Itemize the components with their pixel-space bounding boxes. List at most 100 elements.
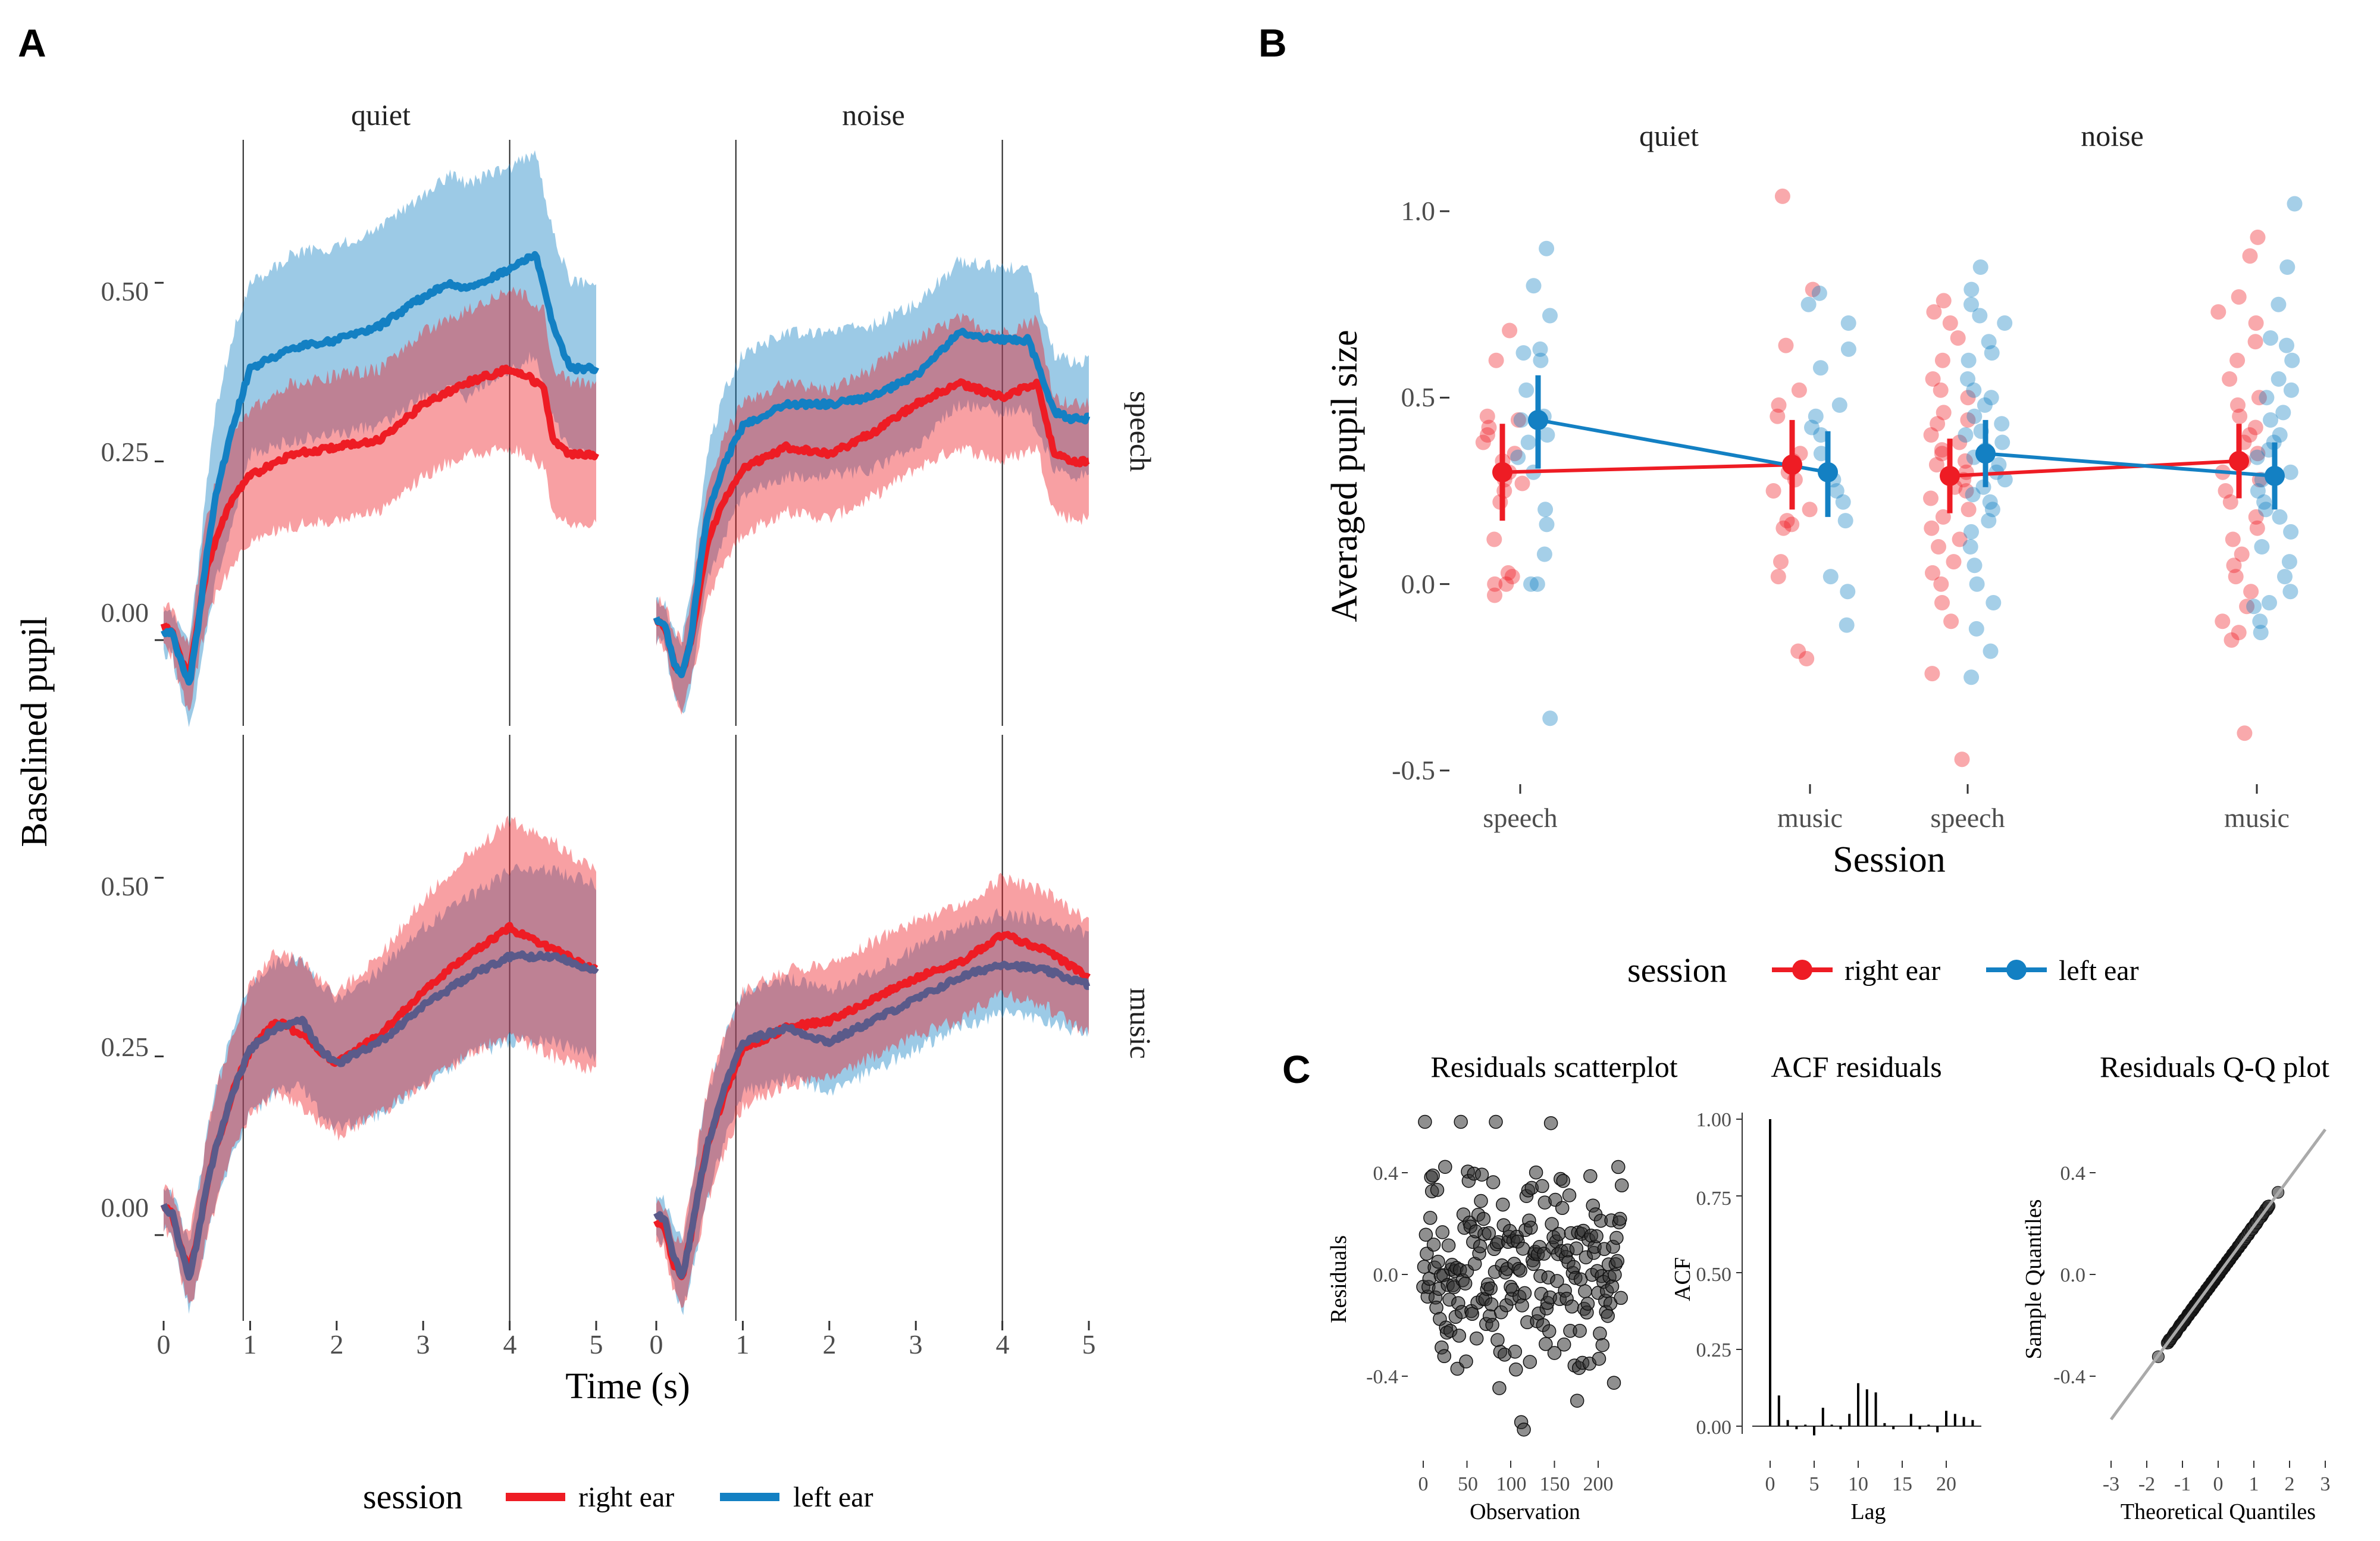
b-point-left-ear <box>2283 524 2299 540</box>
c1-residual-point <box>1583 1169 1598 1183</box>
b-point-right-ear <box>2248 315 2264 331</box>
b-point-left-ear <box>1831 397 1847 413</box>
b-point-right-ear <box>1770 569 1786 585</box>
b-point-left-ear <box>1513 412 1529 428</box>
b-point-right-ear <box>1487 576 1503 592</box>
b-point-left-ear <box>1964 296 1979 312</box>
c1-residual-point <box>1431 1254 1445 1269</box>
b-point-right-ear <box>2232 408 2248 424</box>
b-point-left-ear <box>1960 371 1975 387</box>
b-point-left-ear <box>2253 625 2269 641</box>
a-left-xtick-label: 4 <box>503 1329 517 1360</box>
b-point-right-ear <box>1790 643 1806 659</box>
c1-residual-point <box>1418 1114 1432 1129</box>
b-mean-point-right-ear <box>1782 455 1802 475</box>
c1-residual-point <box>1441 1238 1456 1252</box>
c1-residual-point <box>1573 1323 1587 1338</box>
b-point-left-ear <box>2279 337 2294 353</box>
b-point-left-ear <box>1994 434 2011 450</box>
c1-residual-point <box>1580 1296 1595 1311</box>
c1-residual-point <box>1556 1174 1570 1188</box>
c1-residual-point <box>1469 1331 1484 1346</box>
b-mean-point-left-ear <box>2265 465 2285 486</box>
b-point-right-ear <box>1942 315 1958 331</box>
c1-residual-point <box>1557 1338 1571 1352</box>
b-point-left-ear <box>1997 315 2013 331</box>
c1-residual-point <box>1609 1230 1624 1245</box>
b-ytick-label: 0.5 <box>1401 382 1436 412</box>
b-point-right-ear <box>2231 625 2247 641</box>
c1-residual-point <box>1605 1279 1620 1293</box>
b-point-left-ear <box>2271 296 2287 312</box>
b-legend-key-left-ear-dot <box>2006 960 2027 980</box>
b-point-right-ear <box>2228 569 2244 585</box>
c1-residual-point <box>1452 1329 1467 1343</box>
b-point-left-ear <box>2258 502 2274 518</box>
c2-ytick-label: 0.25 <box>1696 1339 1732 1361</box>
b-point-left-ear <box>1529 576 1545 592</box>
c1-residual-point <box>1517 1422 1531 1437</box>
b-point-right-ear <box>1770 408 1786 424</box>
b-point-left-ear <box>1994 416 2010 432</box>
c1-residual-point <box>1589 1229 1604 1244</box>
b-point-left-ear <box>1972 308 1988 324</box>
c2-ytick-label: 0.50 <box>1696 1264 1732 1286</box>
c1-residual-point <box>1485 1318 1499 1332</box>
c1-residual-point <box>1550 1274 1564 1288</box>
b-point-right-ear <box>1500 565 1516 581</box>
b-point-right-ear <box>1507 446 1523 462</box>
c2-xtick-label: 0 <box>1765 1473 1775 1495</box>
c1-residual-point <box>1539 1337 1553 1351</box>
b-point-right-ear <box>1958 453 1973 469</box>
b-point-right-ear <box>1774 188 1790 204</box>
c1-xtick-label: 50 <box>1458 1473 1478 1495</box>
b-point-right-ear <box>2247 334 2263 350</box>
b-point-left-ear <box>1997 472 2013 488</box>
b-point-right-ear <box>1936 405 1952 421</box>
b-group-noise-speech <box>1923 259 2013 768</box>
c2-y-axis-title: ACF <box>1670 1257 1695 1301</box>
b-point-left-ear <box>2275 405 2291 421</box>
c3-x-axis-title: Theoretical Quantiles <box>2121 1499 2316 1524</box>
b-point-left-ear <box>2277 569 2293 585</box>
b-point-left-ear <box>2250 483 2266 499</box>
b-point-left-ear <box>1518 382 1535 398</box>
b-mean-point-right-ear <box>1940 465 1960 486</box>
a-facet-noise-speech <box>653 140 1091 726</box>
b-point-right-ear <box>1773 554 1789 570</box>
c1-residual-point <box>1482 1226 1496 1241</box>
c1-residual-point <box>1570 1393 1584 1408</box>
a-left-xtick-label: 3 <box>416 1329 430 1360</box>
c1-residual-point <box>1610 1254 1625 1268</box>
b-group-noise-music <box>2210 196 2303 741</box>
b-mean-line-left-ear <box>1985 452 2275 478</box>
b-ytick-label: -0.5 <box>1392 755 1435 785</box>
c1-residual-point <box>1562 1188 1577 1202</box>
c1-residual-point <box>1614 1178 1629 1193</box>
c3-xtick-label: 1 <box>2249 1473 2259 1495</box>
c1-residual-point <box>1454 1114 1468 1129</box>
a-row2-ytick-label: 0.00 <box>101 1192 149 1223</box>
panel-b: quiet noise 1.0 0.5 0.0 -0.5 speech musi… <box>1324 119 2303 989</box>
b-point-left-ear <box>1812 360 1828 376</box>
c1-title: Residuals scatterplot <box>1430 1050 1677 1083</box>
c2-ytick-label: 1.00 <box>1696 1109 1732 1131</box>
b-point-right-ear <box>1946 554 1962 570</box>
a-ribbon-right-ear <box>164 815 596 1304</box>
b-point-left-ear <box>1968 621 1984 637</box>
a-row1-ytick-label: 0.00 <box>101 597 149 628</box>
b-point-left-ear <box>2279 259 2296 275</box>
c2-xtick-label: 15 <box>1892 1473 1912 1495</box>
b-point-left-ear <box>1813 427 1829 443</box>
b-point-left-ear <box>2259 390 2275 406</box>
b-point-left-ear <box>1837 513 1853 529</box>
a-left-xtick-label: 1 <box>243 1329 257 1360</box>
b-point-left-ear <box>2271 371 2287 387</box>
c2-title: ACF residuals <box>1771 1050 1942 1083</box>
a-facet-quiet-music <box>160 735 599 1321</box>
a-line-left-ear <box>161 250 599 686</box>
c1-residual-point <box>1438 1160 1452 1174</box>
b-point-right-ear <box>1925 565 1940 581</box>
b-point-right-ear <box>1486 531 1502 547</box>
c1-residual-point <box>1601 1308 1615 1323</box>
